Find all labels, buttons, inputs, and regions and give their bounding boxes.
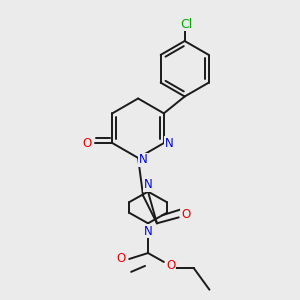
- Text: N: N: [144, 225, 152, 238]
- Text: O: O: [82, 136, 91, 150]
- Text: O: O: [117, 253, 126, 266]
- Text: Cl: Cl: [181, 18, 193, 31]
- Text: N: N: [164, 136, 173, 150]
- Text: N: N: [144, 178, 152, 191]
- Text: N: N: [139, 153, 147, 167]
- Text: O: O: [166, 260, 176, 272]
- Text: O: O: [181, 208, 190, 221]
